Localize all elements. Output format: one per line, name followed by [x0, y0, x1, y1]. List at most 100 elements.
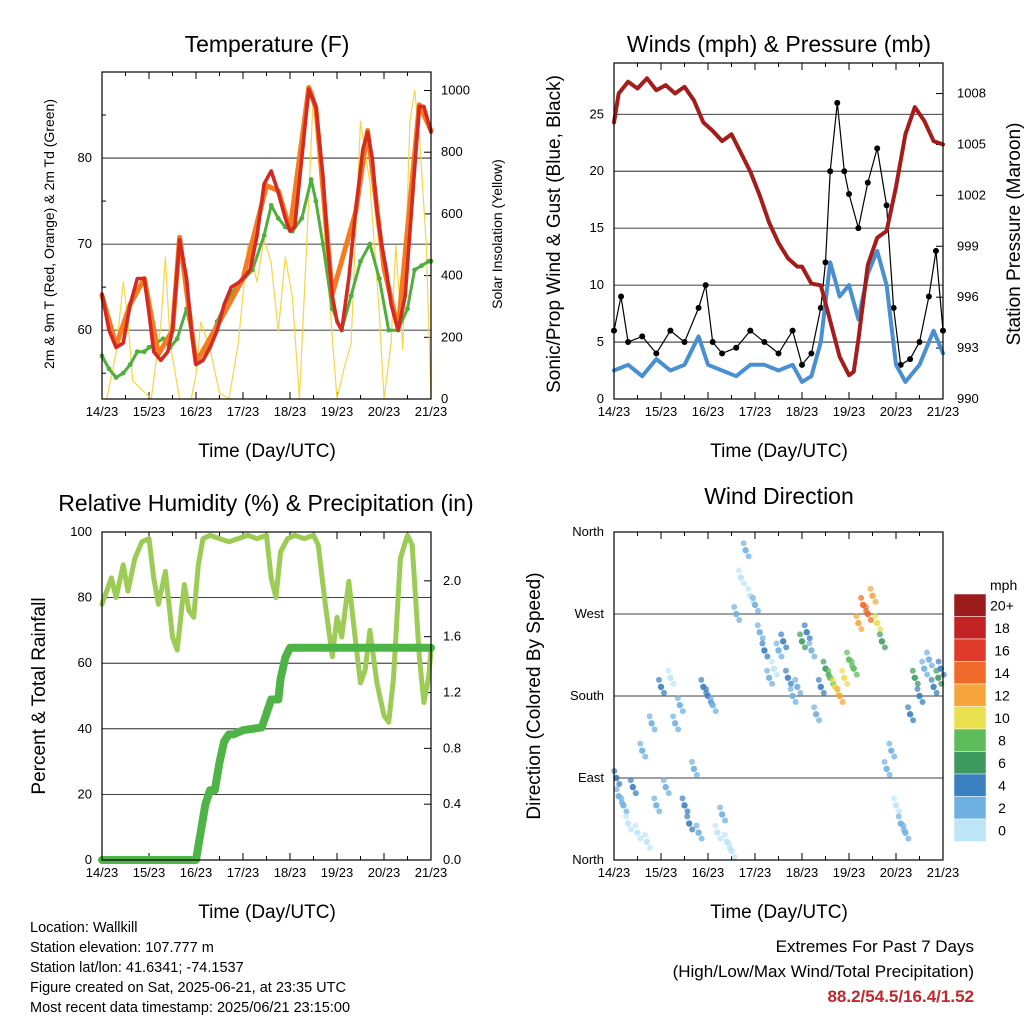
direction-point: [634, 829, 641, 836]
humidity-ytick-label: 0: [85, 852, 92, 867]
direction-point: [684, 813, 691, 820]
extremes-block: Extremes For Past 7 Days (High/Low/Max W…: [673, 934, 974, 1009]
direction-point: [816, 717, 823, 724]
dewpoint-point: [141, 349, 147, 355]
direction-xlabel: Time (Day/UTC): [710, 902, 848, 923]
dewpoint-point: [299, 215, 305, 221]
humidity-ytick-right-label: 2.0: [443, 573, 461, 588]
extremes-values: 88.2/54.5/16.4/1.52: [827, 987, 974, 1006]
direction-xtick-label: 17/23: [739, 865, 772, 880]
pressure-series-line: [612, 76, 945, 378]
direction-point: [728, 847, 735, 855]
direction-point: [628, 826, 635, 833]
direction-point: [764, 653, 771, 660]
winds-xtick-label: 16/23: [692, 404, 725, 419]
direction-point: [778, 631, 785, 638]
direction-point: [667, 674, 674, 681]
direction-point: [794, 683, 801, 691]
direction-point: [773, 640, 780, 647]
legend-label: 0: [998, 822, 1006, 838]
gust-point: [925, 293, 932, 300]
gust-point: [653, 350, 660, 357]
winds-ytick-label: 0: [597, 391, 604, 406]
dewpoint-point: [120, 370, 126, 376]
direction-point: [651, 726, 658, 733]
recent-text: Most recent data timestamp: 2025/06/21 2…: [30, 1000, 351, 1016]
direction-point: [745, 553, 752, 560]
winds-ytick-label: 10: [590, 277, 604, 292]
humidity-xlabel: Time (Day/UTC): [198, 902, 336, 923]
humidity-xtick-label: 19/23: [321, 865, 354, 880]
direction-point: [756, 629, 763, 636]
temperature-xtick-label: 19/23: [321, 404, 354, 419]
direction-point: [815, 676, 822, 683]
legend-label: 16: [994, 642, 1010, 658]
dewpoint-point: [405, 306, 410, 312]
humidity-title: Relative Humidity (%) & Precipitation (i…: [58, 490, 473, 516]
direction-point: [914, 686, 921, 692]
direction-point: [754, 622, 761, 629]
humidity-ytick-label: 80: [78, 590, 92, 605]
dewpoint-point: [419, 263, 424, 269]
gust-point: [864, 179, 871, 186]
gust-point: [834, 99, 841, 106]
direction-point: [886, 740, 893, 747]
temperature-ytick-label: 60: [78, 322, 92, 337]
direction-point: [775, 647, 782, 654]
direction-point: [726, 840, 733, 847]
direction-ytick-label: South: [570, 688, 604, 703]
station-info: Location: Wallkill Station elevation: 10…: [30, 918, 350, 1018]
direction-point: [661, 689, 667, 696]
temperature-xlabel: Time (Day/UTC): [198, 441, 336, 462]
direction-point: [841, 674, 848, 681]
direction-point: [935, 674, 942, 681]
gust-point: [883, 202, 890, 209]
winds-xlabel: Time (Day/UTC): [710, 441, 848, 462]
direction-point: [770, 665, 777, 672]
direction-point: [801, 622, 808, 629]
temperature-xtick-label: 20/23: [368, 404, 401, 419]
direction-ytick-label: North: [572, 852, 604, 867]
gust-point: [932, 247, 939, 254]
direction-point: [878, 638, 886, 645]
winds-xtick-label: 17/23: [739, 404, 772, 419]
winds-ytick-label: 5: [597, 334, 604, 349]
direction-point: [844, 680, 851, 687]
extremes-heading: Extremes For Past 7 Days: [775, 937, 974, 956]
rh-series-line: [99, 532, 434, 725]
humidity-ytick-label: 100: [70, 524, 92, 539]
direction-point: [721, 831, 728, 838]
direction-xtick-label: 15/23: [645, 865, 678, 880]
direction-point: [792, 676, 799, 683]
direction-point: [906, 711, 914, 718]
dewpoint-point: [275, 215, 281, 221]
dewpoint-point: [348, 293, 354, 299]
direction-point: [690, 765, 698, 773]
winds-ylabel-left: Sonic/Prop Wind & Gust (Blue, Black): [544, 75, 565, 393]
gust-point: [709, 339, 716, 346]
direction-point: [731, 604, 738, 610]
legend-swatch: [953, 796, 987, 820]
direction-point: [811, 704, 818, 711]
direction-point: [867, 585, 874, 592]
direction-point: [623, 808, 630, 815]
humidity-ytick-label: 20: [78, 786, 92, 801]
legend-label: 4: [998, 777, 1006, 793]
direction-xtick-label: 16/23: [692, 865, 725, 880]
direction-point: [737, 574, 745, 581]
dewpoint-point: [367, 241, 373, 247]
direction-point: [755, 607, 761, 614]
direction-point: [712, 822, 719, 829]
direction-point: [656, 808, 663, 815]
legend-swatch: [953, 683, 987, 707]
gust-point: [667, 327, 674, 334]
direction-point: [778, 653, 785, 660]
direction-point: [858, 594, 865, 601]
direction-point: [787, 686, 794, 692]
direction-point: [656, 676, 662, 683]
direction-point: [637, 740, 644, 747]
direction-point: [798, 638, 806, 645]
dewpoint-point: [320, 241, 326, 247]
legend-swatch: [953, 751, 987, 775]
direction-point: [627, 777, 634, 784]
